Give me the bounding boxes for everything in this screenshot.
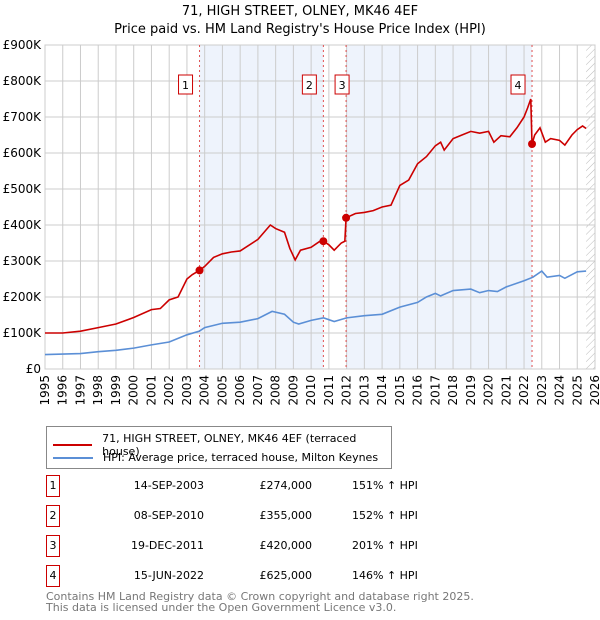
sale-point [528, 140, 537, 148]
transaction-badge: 1 [46, 475, 60, 497]
legend-property-label: 71, HIGH STREET, OLNEY, MK46 4EF (terrac… [102, 432, 357, 458]
sale-label-box [301, 74, 317, 95]
legend: 71, HIGH STREET, OLNEY, MK46 4EF (terrac… [46, 426, 392, 469]
sale-label-box [178, 74, 194, 95]
x-tick-label: 1996 [56, 375, 70, 406]
transaction-row: 4 15-JUN-2022 £625,000 146% ↑ HPI [46, 565, 446, 587]
x-tick-label: 2006 [233, 375, 247, 406]
transaction-date: 08-SEP-2010 [133, 509, 204, 522]
transaction-date: 15-JUN-2022 [133, 569, 204, 582]
x-tick-label: 2009 [286, 375, 300, 406]
x-tick-label: 2023 [535, 375, 549, 406]
x-tick-label: 2000 [127, 375, 141, 406]
transaction-price: £420,000 [259, 539, 313, 552]
y-tick-label: £700K [3, 110, 43, 124]
x-tick-label: 2017 [428, 375, 442, 406]
sale-label-text: 2 [306, 79, 313, 92]
sale-label-text: 4 [515, 79, 522, 92]
y-tick-label: £600K [3, 146, 43, 160]
x-tick-label: 2014 [375, 375, 389, 406]
x-tick-label: 2026 [588, 375, 600, 406]
sale-label-4: 4 [510, 74, 526, 95]
x-tick-label: 2010 [304, 375, 318, 406]
transaction-date: 19-DEC-2011 [130, 539, 204, 552]
x-tick-label: 2022 [517, 375, 531, 406]
sale-label-2: 2 [301, 74, 317, 95]
transaction-badge: 2 [46, 505, 60, 527]
x-tick-label: 1997 [73, 375, 87, 406]
sale-label-box [510, 74, 526, 95]
sale-label-box [334, 74, 350, 95]
transaction-hpi-change: 151% ↑ HPI [352, 479, 418, 492]
chart-subtitle: Price paid vs. HM Land Registry's House … [114, 22, 486, 37]
chart-title: 71, HIGH STREET, OLNEY, MK46 4EF [181, 4, 419, 19]
y-tick-label: £300K [3, 254, 43, 268]
legend-property-swatch [53, 444, 93, 446]
x-tick-label: 2013 [357, 375, 371, 406]
y-tick-label: £400K [3, 218, 43, 232]
transaction-hpi-change: 201% ↑ HPI [352, 539, 418, 552]
x-tick-label: 2011 [322, 375, 336, 406]
x-tick-label: 2015 [393, 375, 407, 406]
y-tick-label: £100K [3, 326, 43, 340]
sale-point [342, 213, 351, 222]
x-tick-label: 2005 [215, 375, 229, 406]
transaction-row: 1 14-SEP-2003 £274,000 151% ↑ HPI [46, 475, 446, 497]
transaction-row: 2 08-SEP-2010 £355,000 152% ↑ HPI [46, 505, 446, 527]
transaction-badge: 3 [46, 535, 60, 557]
y-tick-label: £500K [3, 182, 43, 196]
x-tick-label: 2003 [180, 375, 194, 406]
transaction-price: £274,000 [259, 479, 313, 492]
shaded-period [199, 45, 324, 369]
x-tick-label: 2004 [198, 375, 212, 406]
x-tick-label: 2025 [570, 375, 584, 406]
x-tick-label: 1995 [38, 375, 52, 406]
transaction-hpi-change: 146% ↑ HPI [352, 569, 418, 582]
x-tick-label: 2024 [553, 375, 567, 406]
x-tick-label: 2001 [144, 375, 158, 406]
sale-point [319, 237, 328, 246]
x-tick-label: 2018 [446, 375, 460, 406]
y-tick-label: £200K [3, 290, 43, 304]
x-tick-label: 2020 [482, 375, 496, 406]
sale-label-text: 3 [339, 79, 346, 92]
hpi-line [44, 270, 587, 356]
x-tick-label: 2016 [411, 375, 425, 406]
y-tick-label: £0 [26, 362, 41, 376]
y-tick-label: £800K [3, 74, 43, 88]
transaction-price: £355,000 [259, 509, 313, 522]
transaction-price: £625,000 [259, 569, 313, 582]
price-chart: 1995 1996 1997 1998 1999 2000 2001 2002 2003 2004… [3, 38, 600, 406]
x-tick-label: 2021 [499, 375, 513, 406]
sale-point [195, 266, 204, 275]
x-tick-label: 1999 [109, 375, 123, 406]
forecast-hatch [586, 45, 595, 369]
transaction-date: 14-SEP-2003 [133, 479, 204, 492]
transaction-row: 3 19-DEC-2011 £420,000 201% ↑ HPI [46, 535, 446, 557]
x-tick-label: 2019 [464, 375, 478, 406]
footer-copyright: Contains HM Land Registry data © Crown c… [46, 590, 474, 603]
y-tick-label: £900K [3, 38, 43, 52]
legend-hpi-label: HPI: Average price, terraced house, Milt… [103, 451, 379, 464]
x-tick-label: 2007 [251, 375, 265, 406]
shaded-period [346, 45, 533, 369]
sale-label-3: 3 [334, 74, 350, 95]
x-tick-label: 2008 [269, 375, 283, 406]
x-tick-label: 1998 [91, 375, 105, 406]
transaction-badge: 4 [46, 565, 60, 587]
transaction-hpi-change: 152% ↑ HPI [352, 509, 418, 522]
x-tick-label: 2002 [162, 375, 176, 406]
sale-label-1: 1 [178, 74, 194, 95]
legend-hpi-swatch [53, 456, 93, 459]
footer-licence: This data is licensed under the Open Gov… [46, 601, 397, 614]
property-line [45, 98, 587, 334]
x-tick-label: 2012 [340, 375, 354, 406]
plot-frame [44, 44, 596, 370]
sale-label-text: 1 [182, 79, 189, 92]
